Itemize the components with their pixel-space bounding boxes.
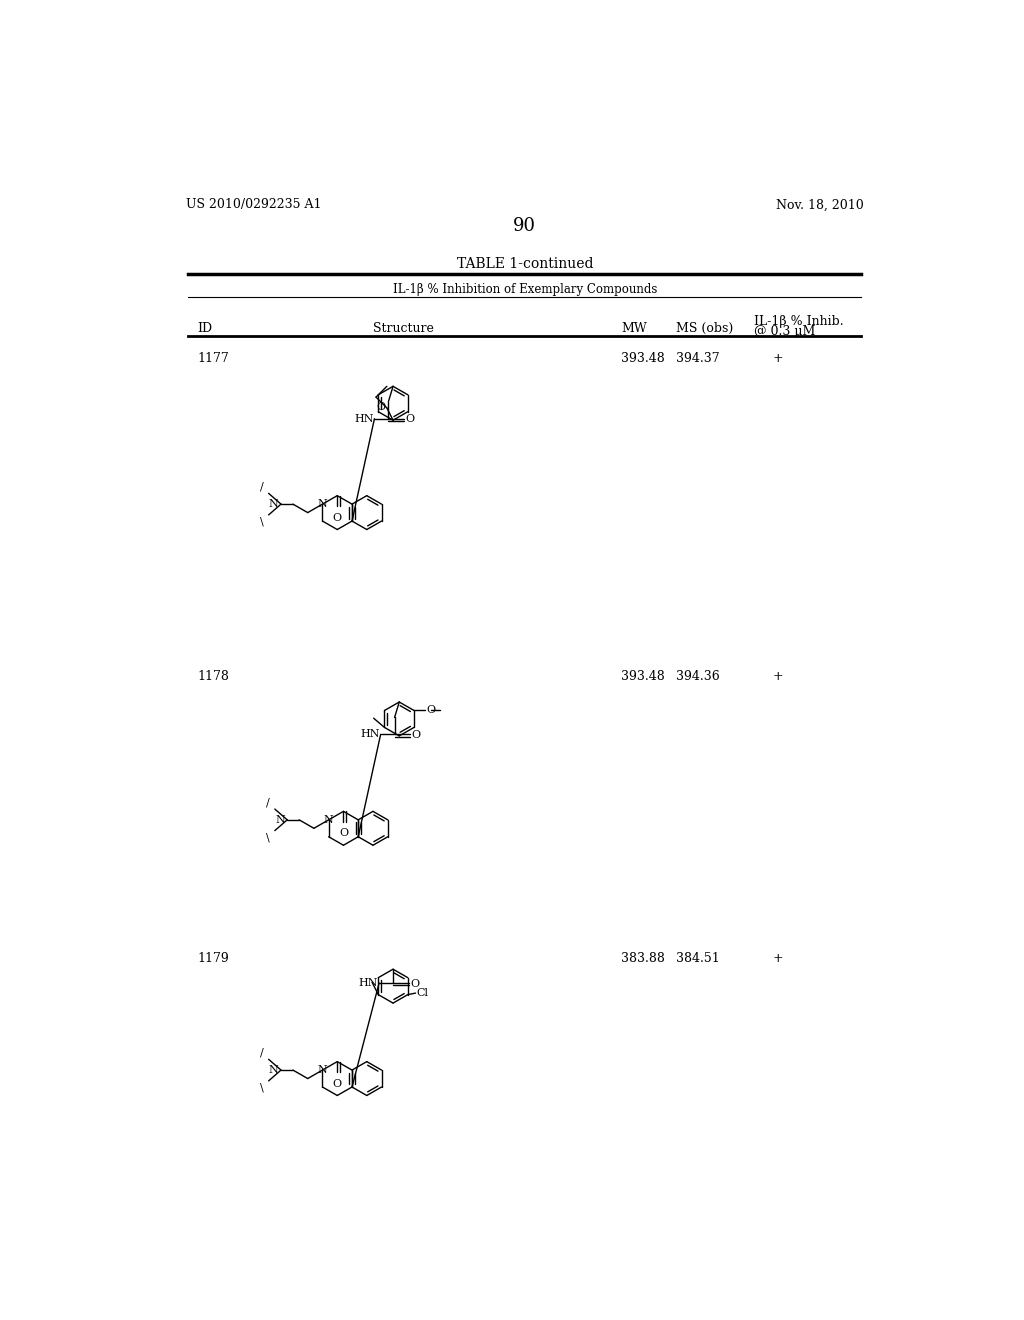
Text: 384.51: 384.51	[676, 952, 720, 965]
Text: Cl: Cl	[417, 989, 428, 998]
Text: O: O	[333, 1078, 342, 1089]
Text: \: \	[266, 832, 273, 842]
Text: 393.48: 393.48	[621, 352, 665, 366]
Text: @ 0.3 μM: @ 0.3 μM	[755, 325, 815, 338]
Text: 1179: 1179	[198, 952, 229, 965]
Text: MW: MW	[621, 322, 646, 335]
Text: US 2010/0292235 A1: US 2010/0292235 A1	[186, 198, 322, 211]
Text: +: +	[773, 952, 783, 965]
Text: MS (obs): MS (obs)	[676, 322, 733, 335]
Text: Structure: Structure	[373, 322, 433, 335]
Text: /: /	[266, 797, 273, 808]
Text: N: N	[275, 814, 285, 825]
Text: N: N	[269, 1065, 279, 1074]
Text: HN: HN	[354, 413, 374, 424]
Text: /: /	[260, 482, 267, 492]
Text: O: O	[410, 979, 419, 989]
Text: N: N	[317, 499, 328, 510]
Text: N: N	[317, 1065, 328, 1074]
Text: O: O	[333, 512, 342, 523]
Text: /: /	[260, 1048, 267, 1057]
Text: O: O	[412, 730, 421, 741]
Text: 394.37: 394.37	[676, 352, 720, 366]
Text: O: O	[339, 829, 348, 838]
Text: ID: ID	[198, 322, 213, 335]
Text: Nov. 18, 2010: Nov. 18, 2010	[776, 198, 864, 211]
Text: \: \	[260, 516, 267, 527]
Text: 383.88: 383.88	[621, 952, 665, 965]
Text: N: N	[269, 499, 279, 510]
Text: O: O	[426, 705, 435, 715]
Text: 394.36: 394.36	[676, 671, 720, 684]
Text: HN: HN	[358, 978, 378, 989]
Text: 1178: 1178	[198, 671, 229, 684]
Text: O: O	[376, 403, 385, 412]
Text: N: N	[324, 814, 334, 825]
Text: 393.48: 393.48	[621, 671, 665, 684]
Text: 90: 90	[513, 216, 537, 235]
Text: +: +	[773, 352, 783, 366]
Text: \: \	[260, 1082, 267, 1093]
Text: HN: HN	[360, 730, 380, 739]
Text: +: +	[773, 671, 783, 684]
Text: O: O	[406, 414, 415, 425]
Text: IL-1β % Inhibition of Exemplary Compounds: IL-1β % Inhibition of Exemplary Compound…	[392, 284, 657, 296]
Text: TABLE 1-continued: TABLE 1-continued	[457, 257, 593, 271]
Text: 1177: 1177	[198, 352, 229, 366]
Text: IL-1β % Inhib.: IL-1β % Inhib.	[755, 315, 844, 329]
